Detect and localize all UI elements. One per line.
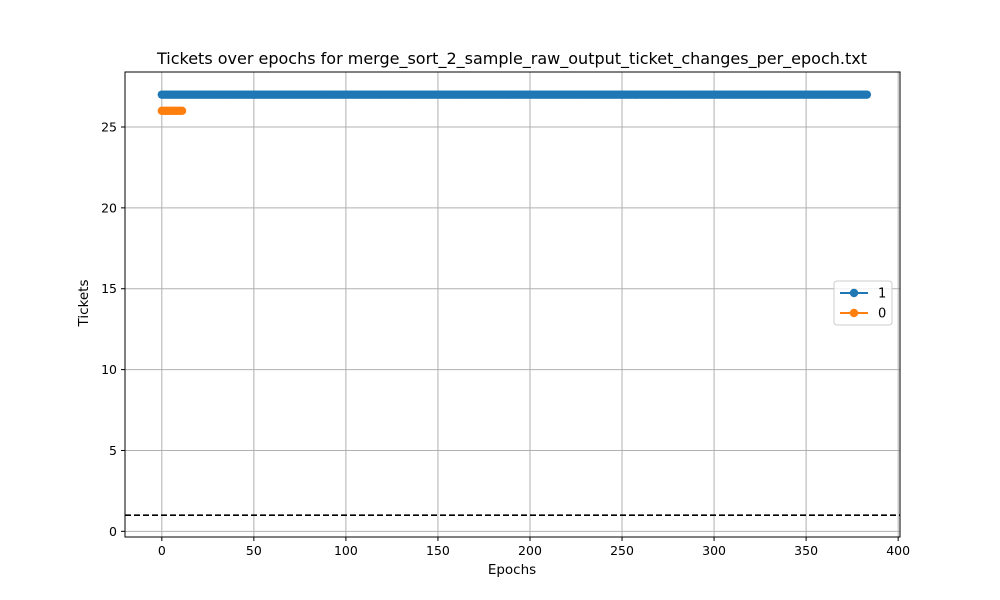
- series-1: [157, 90, 872, 99]
- x-tick-label: 200: [518, 543, 542, 558]
- legend-marker: [849, 288, 859, 298]
- series-layer: [157, 90, 872, 116]
- x-tick-label: 250: [610, 543, 634, 558]
- x-axis-title: Epochs: [488, 562, 536, 578]
- legend-label: 1: [878, 287, 886, 302]
- legend-item-0: 0: [840, 307, 886, 322]
- plot-frame: [124, 71, 901, 538]
- y-tick-label: 5: [109, 443, 117, 458]
- y-tick-label: 0: [109, 524, 117, 539]
- y-tick-label: 10: [101, 362, 117, 377]
- legend: 10: [833, 280, 893, 326]
- x-tick-label: 50: [246, 543, 262, 558]
- x-tick-label: 150: [426, 543, 450, 558]
- x-tick-label: 350: [794, 543, 818, 558]
- data-point: [862, 90, 872, 99]
- x-tick-label: 300: [702, 543, 726, 558]
- x-tick-label: 0: [158, 543, 166, 558]
- y-tick-label: 20: [101, 200, 117, 215]
- chart-title: Tickets over epochs for merge_sort_2_sam…: [156, 49, 867, 69]
- legend-marker: [849, 308, 859, 318]
- y-axis-title: Tickets: [76, 280, 92, 328]
- data-point: [177, 106, 187, 116]
- x-tick-label: 400: [886, 543, 910, 558]
- series-0: [157, 106, 187, 116]
- x-tick-label: 100: [334, 543, 358, 558]
- legend-item-1: 1: [840, 287, 886, 302]
- y-tick-label: 15: [101, 281, 117, 296]
- y-tick-label: 25: [101, 119, 117, 134]
- grid-lines: [125, 72, 900, 537]
- legend-label: 0: [878, 307, 886, 322]
- y-axis: 0 5 10 15 20 25: [101, 119, 125, 539]
- x-axis: 0 50 100 150 200 250 300 350 400: [158, 537, 910, 558]
